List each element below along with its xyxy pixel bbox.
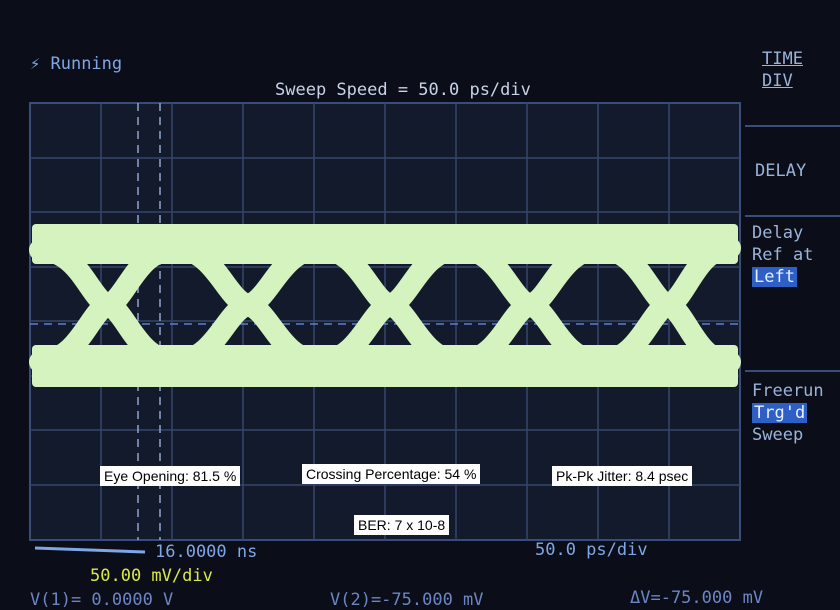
scope-screen: ⚡ Running Sweep Speed = 50.0 ps/div TIME… <box>0 0 840 610</box>
softkey-line: Trg'd <box>752 403 807 423</box>
softkey-line: TIME <box>762 49 803 69</box>
softkey[interactable]: DELAY <box>755 160 806 182</box>
v2-readout: V(2)=-75.000 mV <box>330 590 484 610</box>
softkey-line: Ref at <box>752 245 813 265</box>
sweep-speed: Sweep Speed = 50.0 ps/div <box>275 80 531 100</box>
softkey-line: Freerun <box>752 381 824 401</box>
softkey-line: Delay <box>752 223 803 243</box>
measurement-label: Crossing Percentage: 54 % <box>302 464 480 484</box>
status-text: Running <box>50 54 122 74</box>
softkey-divider <box>745 215 840 217</box>
softkey-line: DELAY <box>755 161 806 181</box>
softkey-line: Sweep <box>752 425 803 445</box>
measurement-label: Eye Opening: 81.5 % <box>100 466 240 486</box>
softkey-line: DIV <box>762 71 793 91</box>
timebase: 50.0 ps/div <box>535 540 648 560</box>
softkey-divider <box>745 125 840 127</box>
delay-value: 16.0000 ns <box>155 542 257 562</box>
v1-readout: V(1)= 0.0000 V <box>30 590 173 610</box>
delta-v-readout: ΔV=-75.000 mV <box>630 588 763 608</box>
measurement-label: BER: 7 x 10-8 <box>354 515 449 535</box>
softkey-line: Left <box>752 267 797 287</box>
vertical-scale: 50.00 mV/div <box>90 566 213 586</box>
run-status: ⚡ Running <box>30 54 122 74</box>
softkey-divider <box>745 370 840 372</box>
measurement-label: Pk-Pk Jitter: 8.4 psec <box>552 466 692 486</box>
